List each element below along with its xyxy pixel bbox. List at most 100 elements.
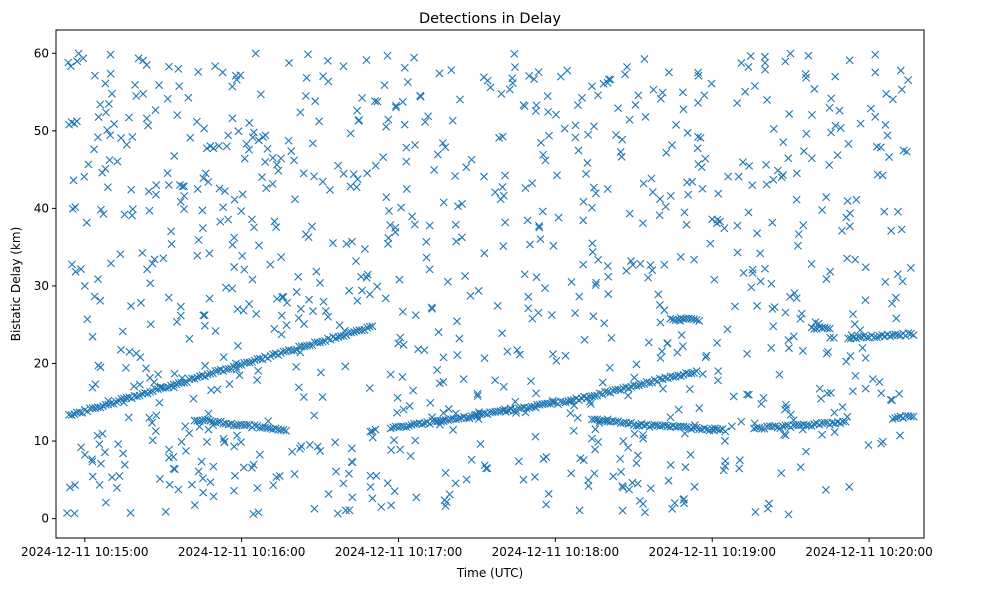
data-point [548,396,557,405]
data-point [720,224,729,233]
data-point [656,94,665,103]
data-point [270,324,279,333]
data-point [553,171,562,180]
data-point [543,92,552,101]
data-point [176,197,185,206]
data-point [442,497,451,506]
data-point [96,296,105,305]
data-point [209,462,218,471]
data-point [594,255,603,264]
data-point [571,133,580,142]
data-point [412,493,421,502]
data-point [282,321,291,330]
data-point [430,165,439,174]
data-point [155,81,164,90]
data-point [698,184,707,193]
data-point [532,389,541,398]
data-point [150,255,159,264]
data-point [866,104,875,113]
data-point [224,215,233,224]
data-point [125,113,134,122]
data-point [258,173,266,182]
data-point [347,457,356,466]
y-tick-label: 50 [34,124,49,138]
data-point [847,331,856,340]
data-point [887,226,896,235]
data-point [206,478,215,487]
data-point [99,210,108,218]
data-point [480,249,489,258]
data-point [896,66,905,75]
data-point [392,101,401,110]
data-point [363,323,372,332]
data-point [846,352,855,360]
data-point [792,294,801,303]
data-point [624,419,633,428]
data-point [714,367,723,376]
data-point [466,291,475,300]
data-point [353,296,362,305]
data-point [531,107,540,115]
data-point [789,332,798,341]
data-point [214,142,223,151]
data-point [279,293,288,302]
data-point [451,172,460,180]
data-point [888,415,897,424]
data-point [574,146,583,155]
data-point [187,480,196,489]
data-point [636,259,645,268]
data-point [391,223,400,232]
data-point [94,361,103,370]
data-point [685,385,694,394]
data-point [211,367,220,376]
data-point [632,381,641,390]
data-point [279,426,288,434]
data-point [289,346,298,355]
data-point [339,169,348,178]
data-point [549,241,558,250]
data-point [65,483,74,492]
data-point [676,316,685,325]
data-point [145,206,154,215]
data-point [573,413,582,422]
data-point [90,145,99,154]
data-point [590,391,599,400]
data-point [640,421,649,430]
data-point [818,206,827,215]
data-point [871,68,880,77]
data-point [195,422,204,431]
data-point [833,151,842,160]
data-point [830,428,839,437]
data-point [193,185,202,193]
data-point [240,265,249,274]
data-point [396,445,405,454]
data-point [567,469,576,478]
data-point [177,437,186,446]
data-point [437,417,446,426]
data-point [163,94,172,103]
data-point [365,290,374,299]
data-point [288,447,297,456]
data-point [296,108,305,117]
data-point [762,160,771,169]
data-point [612,130,621,139]
data-point [176,311,185,320]
data-point [716,217,725,226]
y-tick-label: 20 [34,356,49,370]
data-point [695,404,704,413]
data-point [282,426,291,435]
data-point [454,414,463,423]
data-point [770,422,779,431]
data-point [661,373,670,382]
data-point [142,60,151,69]
data-point [245,358,254,367]
data-point [846,209,854,218]
data-point [650,420,659,429]
data-point [451,409,460,418]
data-point [66,62,75,71]
data-point [545,131,554,140]
data-point [825,324,834,333]
data-point [655,300,664,309]
data-point [321,306,330,315]
data-point [498,183,507,192]
